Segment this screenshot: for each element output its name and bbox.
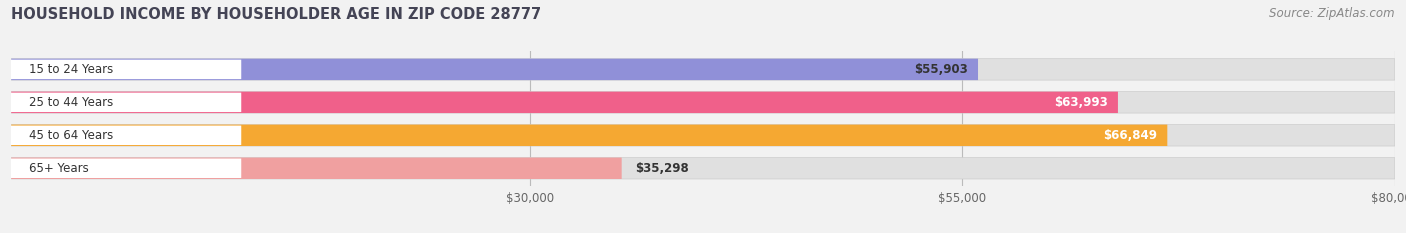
Text: 45 to 64 Years: 45 to 64 Years — [28, 129, 112, 142]
FancyBboxPatch shape — [11, 92, 1395, 113]
Text: 15 to 24 Years: 15 to 24 Years — [28, 63, 112, 76]
FancyBboxPatch shape — [11, 92, 1118, 113]
Text: HOUSEHOLD INCOME BY HOUSEHOLDER AGE IN ZIP CODE 28777: HOUSEHOLD INCOME BY HOUSEHOLDER AGE IN Z… — [11, 7, 541, 22]
FancyBboxPatch shape — [8, 158, 242, 178]
FancyBboxPatch shape — [8, 93, 242, 112]
FancyBboxPatch shape — [11, 59, 1395, 80]
Text: $63,993: $63,993 — [1054, 96, 1108, 109]
FancyBboxPatch shape — [11, 158, 1395, 179]
FancyBboxPatch shape — [11, 59, 979, 80]
FancyBboxPatch shape — [11, 125, 1167, 146]
FancyBboxPatch shape — [8, 60, 242, 79]
Text: 65+ Years: 65+ Years — [28, 162, 89, 175]
FancyBboxPatch shape — [8, 126, 242, 145]
Text: Source: ZipAtlas.com: Source: ZipAtlas.com — [1270, 7, 1395, 20]
Text: $66,849: $66,849 — [1102, 129, 1157, 142]
FancyBboxPatch shape — [11, 158, 621, 179]
Text: $55,903: $55,903 — [914, 63, 967, 76]
FancyBboxPatch shape — [11, 125, 1395, 146]
Text: 25 to 44 Years: 25 to 44 Years — [28, 96, 112, 109]
Text: $35,298: $35,298 — [636, 162, 689, 175]
